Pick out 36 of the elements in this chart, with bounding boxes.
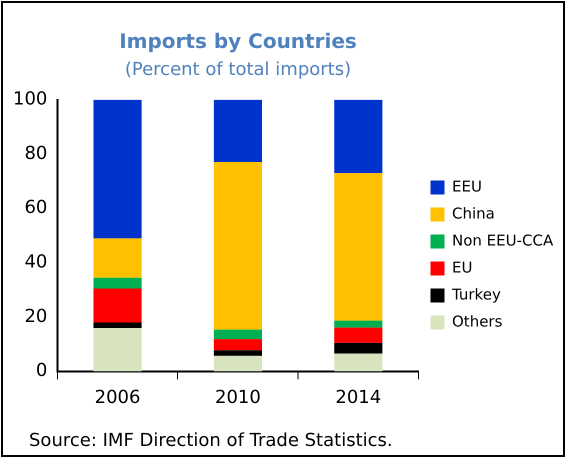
x-tick-label: 2006 bbox=[94, 386, 140, 408]
x-tick-label: 2014 bbox=[335, 386, 382, 408]
y-tick-label: 80 bbox=[24, 142, 48, 164]
chart-title: Imports by Countries bbox=[118, 29, 358, 53]
bar bbox=[214, 350, 262, 356]
bar bbox=[334, 328, 382, 343]
legend-label: Turkey bbox=[451, 285, 501, 304]
bar bbox=[93, 322, 142, 328]
y-tick-label: 40 bbox=[24, 251, 48, 272]
bar bbox=[214, 339, 262, 350]
bar bbox=[93, 288, 142, 323]
source-note: Source: IMF Direction of Trade Statistics. bbox=[29, 430, 393, 451]
legend-label: Others bbox=[452, 312, 503, 330]
bar bbox=[334, 100, 382, 174]
bar bbox=[214, 162, 262, 330]
legend-label: EEU bbox=[452, 177, 482, 196]
bar bbox=[214, 330, 262, 340]
y-tick-label: 100 bbox=[12, 88, 48, 110]
legend-label: Non EEU-CCA bbox=[452, 231, 554, 250]
y-tick-label: 0 bbox=[36, 360, 48, 382]
bar bbox=[334, 320, 382, 328]
bar bbox=[334, 173, 382, 321]
bar bbox=[334, 342, 382, 354]
bar bbox=[93, 100, 142, 238]
bar bbox=[93, 238, 142, 278]
bar bbox=[334, 353, 382, 372]
chart-subtitle: (Percent of total imports) bbox=[124, 59, 352, 80]
y-tick-label: 20 bbox=[24, 306, 48, 327]
bar bbox=[93, 328, 142, 372]
legend-label: China bbox=[452, 204, 495, 222]
legend-label: EU bbox=[452, 258, 472, 276]
bar bbox=[93, 278, 142, 289]
x-tick-label: 2010 bbox=[215, 386, 261, 408]
y-tick-label: 60 bbox=[24, 197, 48, 218]
bar bbox=[214, 100, 262, 162]
bar bbox=[214, 356, 262, 372]
